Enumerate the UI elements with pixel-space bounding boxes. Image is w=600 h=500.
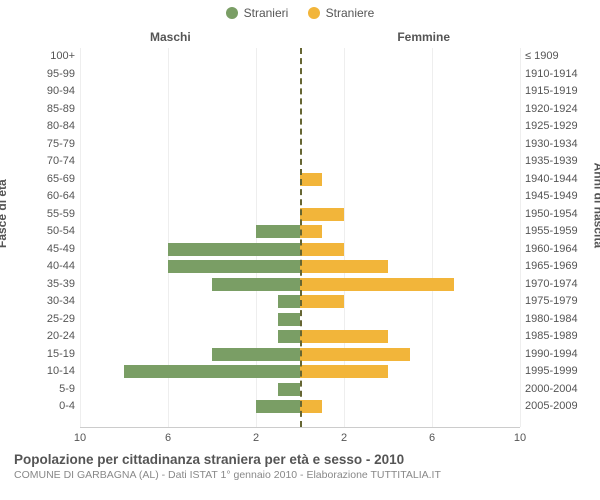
birth-label: 2005-2009	[525, 398, 585, 416]
birth-label: 2000-2004	[525, 381, 585, 399]
bar-female	[300, 260, 388, 273]
birth-label: 1915-1919	[525, 83, 585, 101]
legend-label-female: Straniere	[326, 6, 375, 20]
header-female: Femmine	[397, 30, 450, 44]
bar-male	[278, 313, 300, 326]
chart-subtitle: COMUNE DI GARBAGNA (AL) - Dati ISTAT 1° …	[14, 469, 590, 481]
x-tick: 10	[74, 432, 86, 444]
age-label: 100+	[15, 48, 75, 66]
x-tick: 2	[341, 432, 347, 444]
bar-male	[256, 225, 300, 238]
chart-title: Popolazione per cittadinanza straniera p…	[14, 452, 590, 467]
birth-label: 1960-1964	[525, 241, 585, 259]
birth-label: 1955-1959	[525, 223, 585, 241]
bar-male	[278, 295, 300, 308]
age-label: 40-44	[15, 258, 75, 276]
bar-female	[300, 243, 344, 256]
bar-female	[300, 365, 388, 378]
birth-label: 1945-1949	[525, 188, 585, 206]
bar-female	[300, 208, 344, 221]
bar-male	[124, 365, 300, 378]
age-label: 10-14	[15, 363, 75, 381]
center-axis-line	[300, 48, 302, 427]
header-male: Maschi	[150, 30, 191, 44]
chart-footer: Popolazione per cittadinanza straniera p…	[0, 448, 600, 481]
age-label: 65-69	[15, 171, 75, 189]
yaxis-title-left: Fasce di età	[0, 179, 9, 248]
age-label: 90-94	[15, 83, 75, 101]
legend-swatch-male	[226, 7, 238, 19]
bar-female	[300, 278, 454, 291]
bar-male	[256, 400, 300, 413]
legend-label-male: Stranieri	[244, 6, 289, 20]
legend: Stranieri Straniere	[0, 0, 600, 30]
yaxis-age-labels: 100+95-9990-9485-8980-8475-7970-7465-696…	[15, 48, 75, 416]
birth-label: 1975-1979	[525, 293, 585, 311]
x-tick: 6	[165, 432, 171, 444]
birth-label: 1980-1984	[525, 311, 585, 329]
age-label: 75-79	[15, 136, 75, 154]
legend-item-male: Stranieri	[226, 6, 289, 20]
age-label: 50-54	[15, 223, 75, 241]
age-label: 35-39	[15, 276, 75, 294]
bar-male	[212, 348, 300, 361]
age-label: 45-49	[15, 241, 75, 259]
plot-area	[80, 48, 520, 428]
bar-female	[300, 348, 410, 361]
yaxis-title-right: Anni di nascita	[591, 163, 600, 248]
birth-label: 1930-1934	[525, 136, 585, 154]
bar-male	[168, 243, 300, 256]
birth-label: 1940-1944	[525, 171, 585, 189]
bar-male	[278, 330, 300, 343]
legend-item-female: Straniere	[308, 6, 375, 20]
age-label: 20-24	[15, 328, 75, 346]
age-label: 25-29	[15, 311, 75, 329]
x-axis: 10622610	[80, 430, 520, 448]
bar-male	[168, 260, 300, 273]
birth-label: 1920-1924	[525, 101, 585, 119]
x-tick: 10	[514, 432, 526, 444]
bar-male	[212, 278, 300, 291]
bar-female	[300, 295, 344, 308]
age-label: 85-89	[15, 101, 75, 119]
age-label: 0-4	[15, 398, 75, 416]
pyramid-chart: Fasce di età Anni di nascita 100+95-9990…	[0, 48, 600, 448]
birth-label: 1965-1969	[525, 258, 585, 276]
birth-label: 1990-1994	[525, 346, 585, 364]
bar-female	[300, 330, 388, 343]
birth-label: 1910-1914	[525, 66, 585, 84]
age-label: 5-9	[15, 381, 75, 399]
age-label: 95-99	[15, 66, 75, 84]
x-tick: 2	[253, 432, 259, 444]
birth-label: 1985-1989	[525, 328, 585, 346]
birth-label: 1995-1999	[525, 363, 585, 381]
age-label: 70-74	[15, 153, 75, 171]
birth-label: ≤ 1909	[525, 48, 585, 66]
birth-label: 1935-1939	[525, 153, 585, 171]
birth-label: 1925-1929	[525, 118, 585, 136]
bar-female	[300, 173, 322, 186]
age-label: 55-59	[15, 206, 75, 224]
bar-female	[300, 400, 322, 413]
age-label: 15-19	[15, 346, 75, 364]
x-tick: 6	[429, 432, 435, 444]
birth-label: 1950-1954	[525, 206, 585, 224]
age-label: 80-84	[15, 118, 75, 136]
birth-label: 1970-1974	[525, 276, 585, 294]
legend-swatch-female	[308, 7, 320, 19]
age-label: 60-64	[15, 188, 75, 206]
yaxis-birth-labels: ≤ 19091910-19141915-19191920-19241925-19…	[525, 48, 585, 416]
age-label: 30-34	[15, 293, 75, 311]
bar-male	[278, 383, 300, 396]
column-headers: Maschi Femmine	[0, 30, 600, 48]
bar-female	[300, 225, 322, 238]
